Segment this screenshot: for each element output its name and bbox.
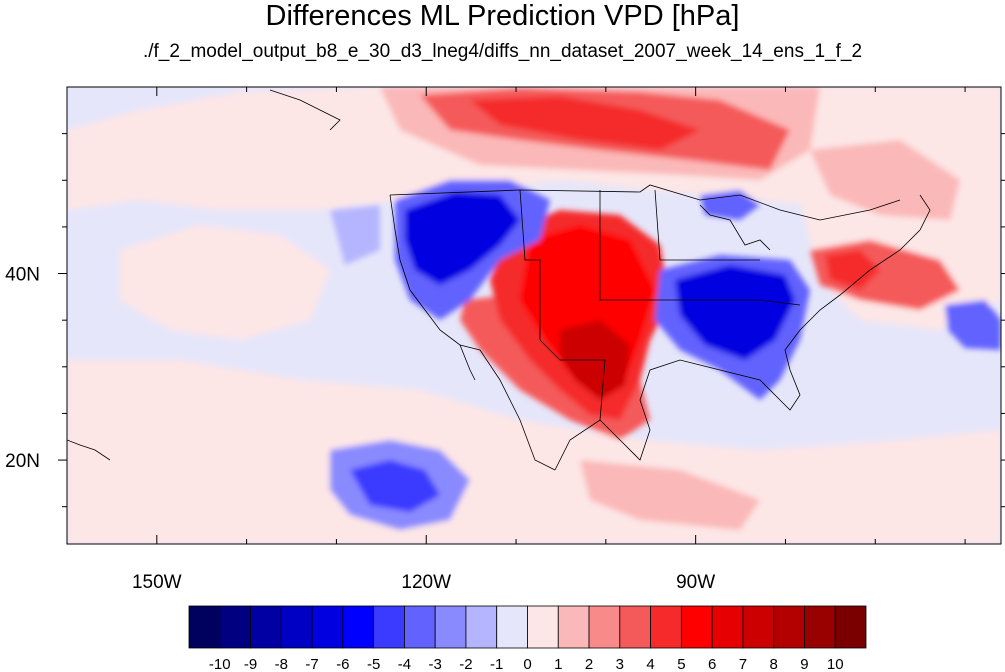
colorbar-labels: -10 -9 -8 -7 -6 -5 -4 -3 -2 -1 0 1 2 3 4 5 6 7 8 9 10 (209, 656, 844, 672)
colorbar-label: 8 (770, 656, 778, 672)
colorbar-label: 1 (554, 656, 562, 672)
axis-ticks (58, 87, 1005, 544)
colorbar-box (773, 605, 805, 649)
field-pink-south (580, 460, 760, 530)
colorbar-label: 3 (616, 656, 624, 672)
map-title: Differences ML Prediction VPD [hPa] (265, 0, 740, 32)
colorbar-box (465, 605, 498, 649)
field-blue-great-lakes (700, 190, 760, 220)
map-frame: 150W 120W 90W 40N 20N (5, 86, 1005, 593)
colorbar-label: -5 (367, 656, 380, 672)
colorbar-label: -6 (336, 656, 349, 672)
field-blue-southeast-core (675, 265, 795, 360)
colorbar-box (434, 605, 467, 649)
colorbar-box (280, 605, 313, 649)
difference-field (67, 87, 1001, 544)
field-blue-west-pacific (330, 205, 380, 265)
colorbar-box (804, 605, 836, 649)
colorbar-label: -9 (244, 656, 257, 672)
colorbar-box (834, 605, 867, 649)
field-light-pink-south (67, 360, 1001, 544)
colorbar-box (557, 605, 590, 649)
y-tick-label: 20N (5, 451, 40, 472)
colorbar-label: 6 (708, 656, 716, 672)
colorbar-box (188, 605, 221, 649)
colorbar-box (496, 605, 528, 649)
colorbar-label: -7 (305, 656, 318, 672)
colorbar-box (650, 605, 682, 649)
field-blue-pacific-core (350, 460, 440, 512)
colorbar-box (619, 605, 651, 649)
colorbar-label: 10 (827, 656, 844, 672)
colorbar-box (588, 605, 621, 649)
coastlines (67, 89, 931, 471)
colorbar-label: -1 (490, 656, 503, 672)
x-tick-label: 90W (676, 572, 715, 593)
colorbar-label: -4 (398, 656, 411, 672)
colorbar-label: 5 (677, 656, 685, 672)
colorbar-label: 4 (646, 656, 654, 672)
colorbar-label: -2 (459, 656, 472, 672)
colorbar-label: 9 (800, 656, 808, 672)
colorbar-box (342, 605, 375, 649)
colorbar-label: -10 (209, 656, 231, 672)
colorbar-label: -3 (429, 656, 442, 672)
field-red-east-core (825, 250, 880, 290)
colorbar-label: 7 (739, 656, 747, 672)
colorbar-label: 0 (523, 656, 531, 672)
field-red-north-core (470, 96, 700, 150)
x-tick-label: 150W (132, 572, 182, 593)
colorbar: -10 -9 -8 -7 -6 -5 -4 -3 -2 -1 0 1 2 3 4 5 6 7 8 9 10 (188, 605, 867, 672)
colorbar-box (711, 605, 744, 649)
colorbar-label: 2 (585, 656, 593, 672)
colorbar-box (373, 605, 405, 649)
colorbar-box (527, 605, 559, 649)
map-subtitle: ./f_2_model_output_b8_e_30_d3_lneg4/diff… (142, 41, 863, 62)
field-blue-east-patch (945, 300, 1001, 350)
field-blue-northwest-core (405, 192, 520, 285)
colorbar-box (250, 605, 282, 649)
colorbar-boxes (188, 605, 867, 649)
colorbar-box (219, 605, 251, 649)
axis-tick-labels: 150W 120W 90W 40N 20N (5, 265, 715, 593)
x-tick-label: 120W (401, 572, 451, 593)
field-light-pink-west (120, 225, 330, 340)
colorbar-box (742, 605, 775, 649)
colorbar-box (311, 605, 344, 649)
colorbar-label: -8 (275, 656, 288, 672)
colorbar-box (404, 605, 436, 649)
field-pink-northeast (810, 140, 960, 220)
colorbar-box (680, 605, 713, 649)
y-tick-label: 40N (5, 265, 40, 286)
